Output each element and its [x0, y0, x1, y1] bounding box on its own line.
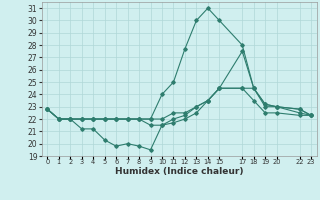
X-axis label: Humidex (Indice chaleur): Humidex (Indice chaleur) [115, 167, 244, 176]
